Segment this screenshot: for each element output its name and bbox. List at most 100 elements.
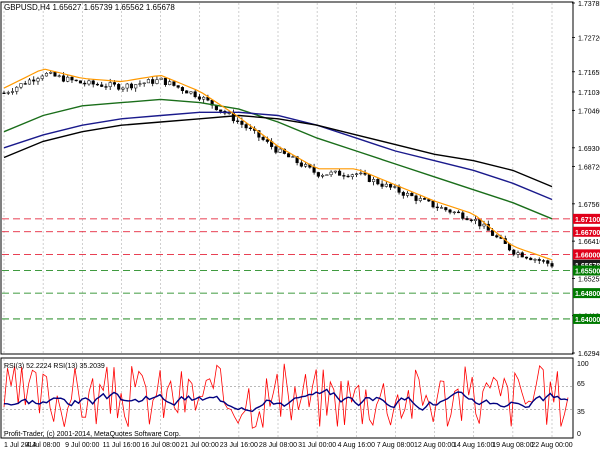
candle-body [427,199,431,202]
candle-body [376,179,380,185]
rsi-level-65: 65 [577,381,585,388]
candle-body [121,87,125,90]
price-label: 1.69300 [578,146,600,153]
candle-body [44,73,49,77]
price-label: 1.62945 [578,351,600,358]
time-label: 21 Jul 00:00 [181,442,219,449]
price-axis: 1.73785 1.72720 1.71655 1.71030 1.70460 1.693… [572,1,600,358]
level-tag-resistance [573,249,600,260]
price-label: 1.73785 [578,1,600,8]
candle-body [321,175,325,177]
candle-body [134,84,138,89]
candle-body [461,212,465,219]
candle-body [95,83,100,86]
candle-body [100,84,104,87]
level-tag-text: 1.66700 [575,230,600,237]
candle-body [533,259,537,261]
moving-averages [3,68,553,261]
level-tag-resistance [573,213,600,224]
candle-body [83,82,87,85]
candle-body [10,91,15,93]
candle-body [197,96,201,100]
moving-average-line [3,68,553,261]
rsi-plot-frame [0,357,574,439]
candle-body [219,109,223,112]
price-label: 1.68720 [578,165,600,172]
candle-body [541,260,546,262]
time-label: 19 Aug 08:00 [492,442,533,449]
level-tag-text: 1.64800 [575,291,600,298]
candle-body [261,136,265,140]
candle-body [350,174,354,177]
time-label: 9 Jul 00:00 [65,442,99,449]
candle-body [524,256,529,259]
candle-body [342,175,346,177]
candle-body [414,195,418,201]
price-label: 1.72720 [578,35,600,42]
candle-body [304,164,308,167]
moving-average-line [3,114,553,188]
candle-body [355,173,359,175]
candle-body [91,80,95,85]
time-label: 14 Aug 16:00 [453,442,494,449]
candle-body [108,82,112,87]
time-label: 23 Jul 16:00 [220,442,258,449]
price-label: 1.65255 [578,276,600,283]
level-tag-support [573,265,600,276]
candle-body [6,92,10,94]
candle-body [401,192,405,196]
level-tag-text: 1.64000 [575,317,600,324]
candle-body [66,76,70,82]
candle-body [146,79,150,84]
time-label: 1 Jul 2014 [4,442,36,449]
candle-body [529,257,533,261]
candle-body [278,148,282,153]
candle-body [490,230,495,236]
candle-body [384,183,388,187]
price-label: 1.70460 [578,108,600,115]
candle-body [465,218,469,221]
candle-body [227,112,231,115]
candle-body [129,83,133,89]
candle-body [274,146,278,153]
time-label: 12 Aug 00:00 [414,442,455,449]
candle-body [393,186,397,188]
level-tag-current [573,259,600,270]
candle-body [142,82,146,84]
main-plot-frame [0,1,574,355]
level-tag-support [573,288,600,299]
candle-body [410,192,414,197]
candle-body [325,174,329,176]
rsi-level-35: 35 [577,409,585,416]
rsi-lines [2,363,572,429]
candle-body [265,139,269,142]
candle-body [367,174,371,182]
candle-body [550,263,554,267]
candle-body [329,171,333,175]
candle-body [359,172,363,175]
candle-body [418,198,422,201]
candle-body [40,75,44,79]
level-tag-text: 1.65500 [575,269,600,276]
candle-body [36,78,40,82]
time-label: 4 Aug 16:00 [338,442,375,449]
candle-body [117,84,121,90]
candle-body [49,72,53,74]
candle-body [27,79,32,85]
candle-body [78,80,83,84]
candle-body [389,183,393,188]
candle-body [151,79,155,84]
time-label: 7 Aug 08:00 [377,442,414,449]
price-label: 1.67565 [578,202,600,209]
level-tag-text: 1.66000 [575,252,600,259]
candle-body [257,130,261,138]
candle-body [482,223,486,227]
time-label: 22 Aug 00:00 [531,442,572,449]
candle-body [15,86,19,92]
candle-body [61,75,66,82]
candle-body [172,81,176,86]
candle-body [316,172,320,177]
candle-body [423,198,427,200]
